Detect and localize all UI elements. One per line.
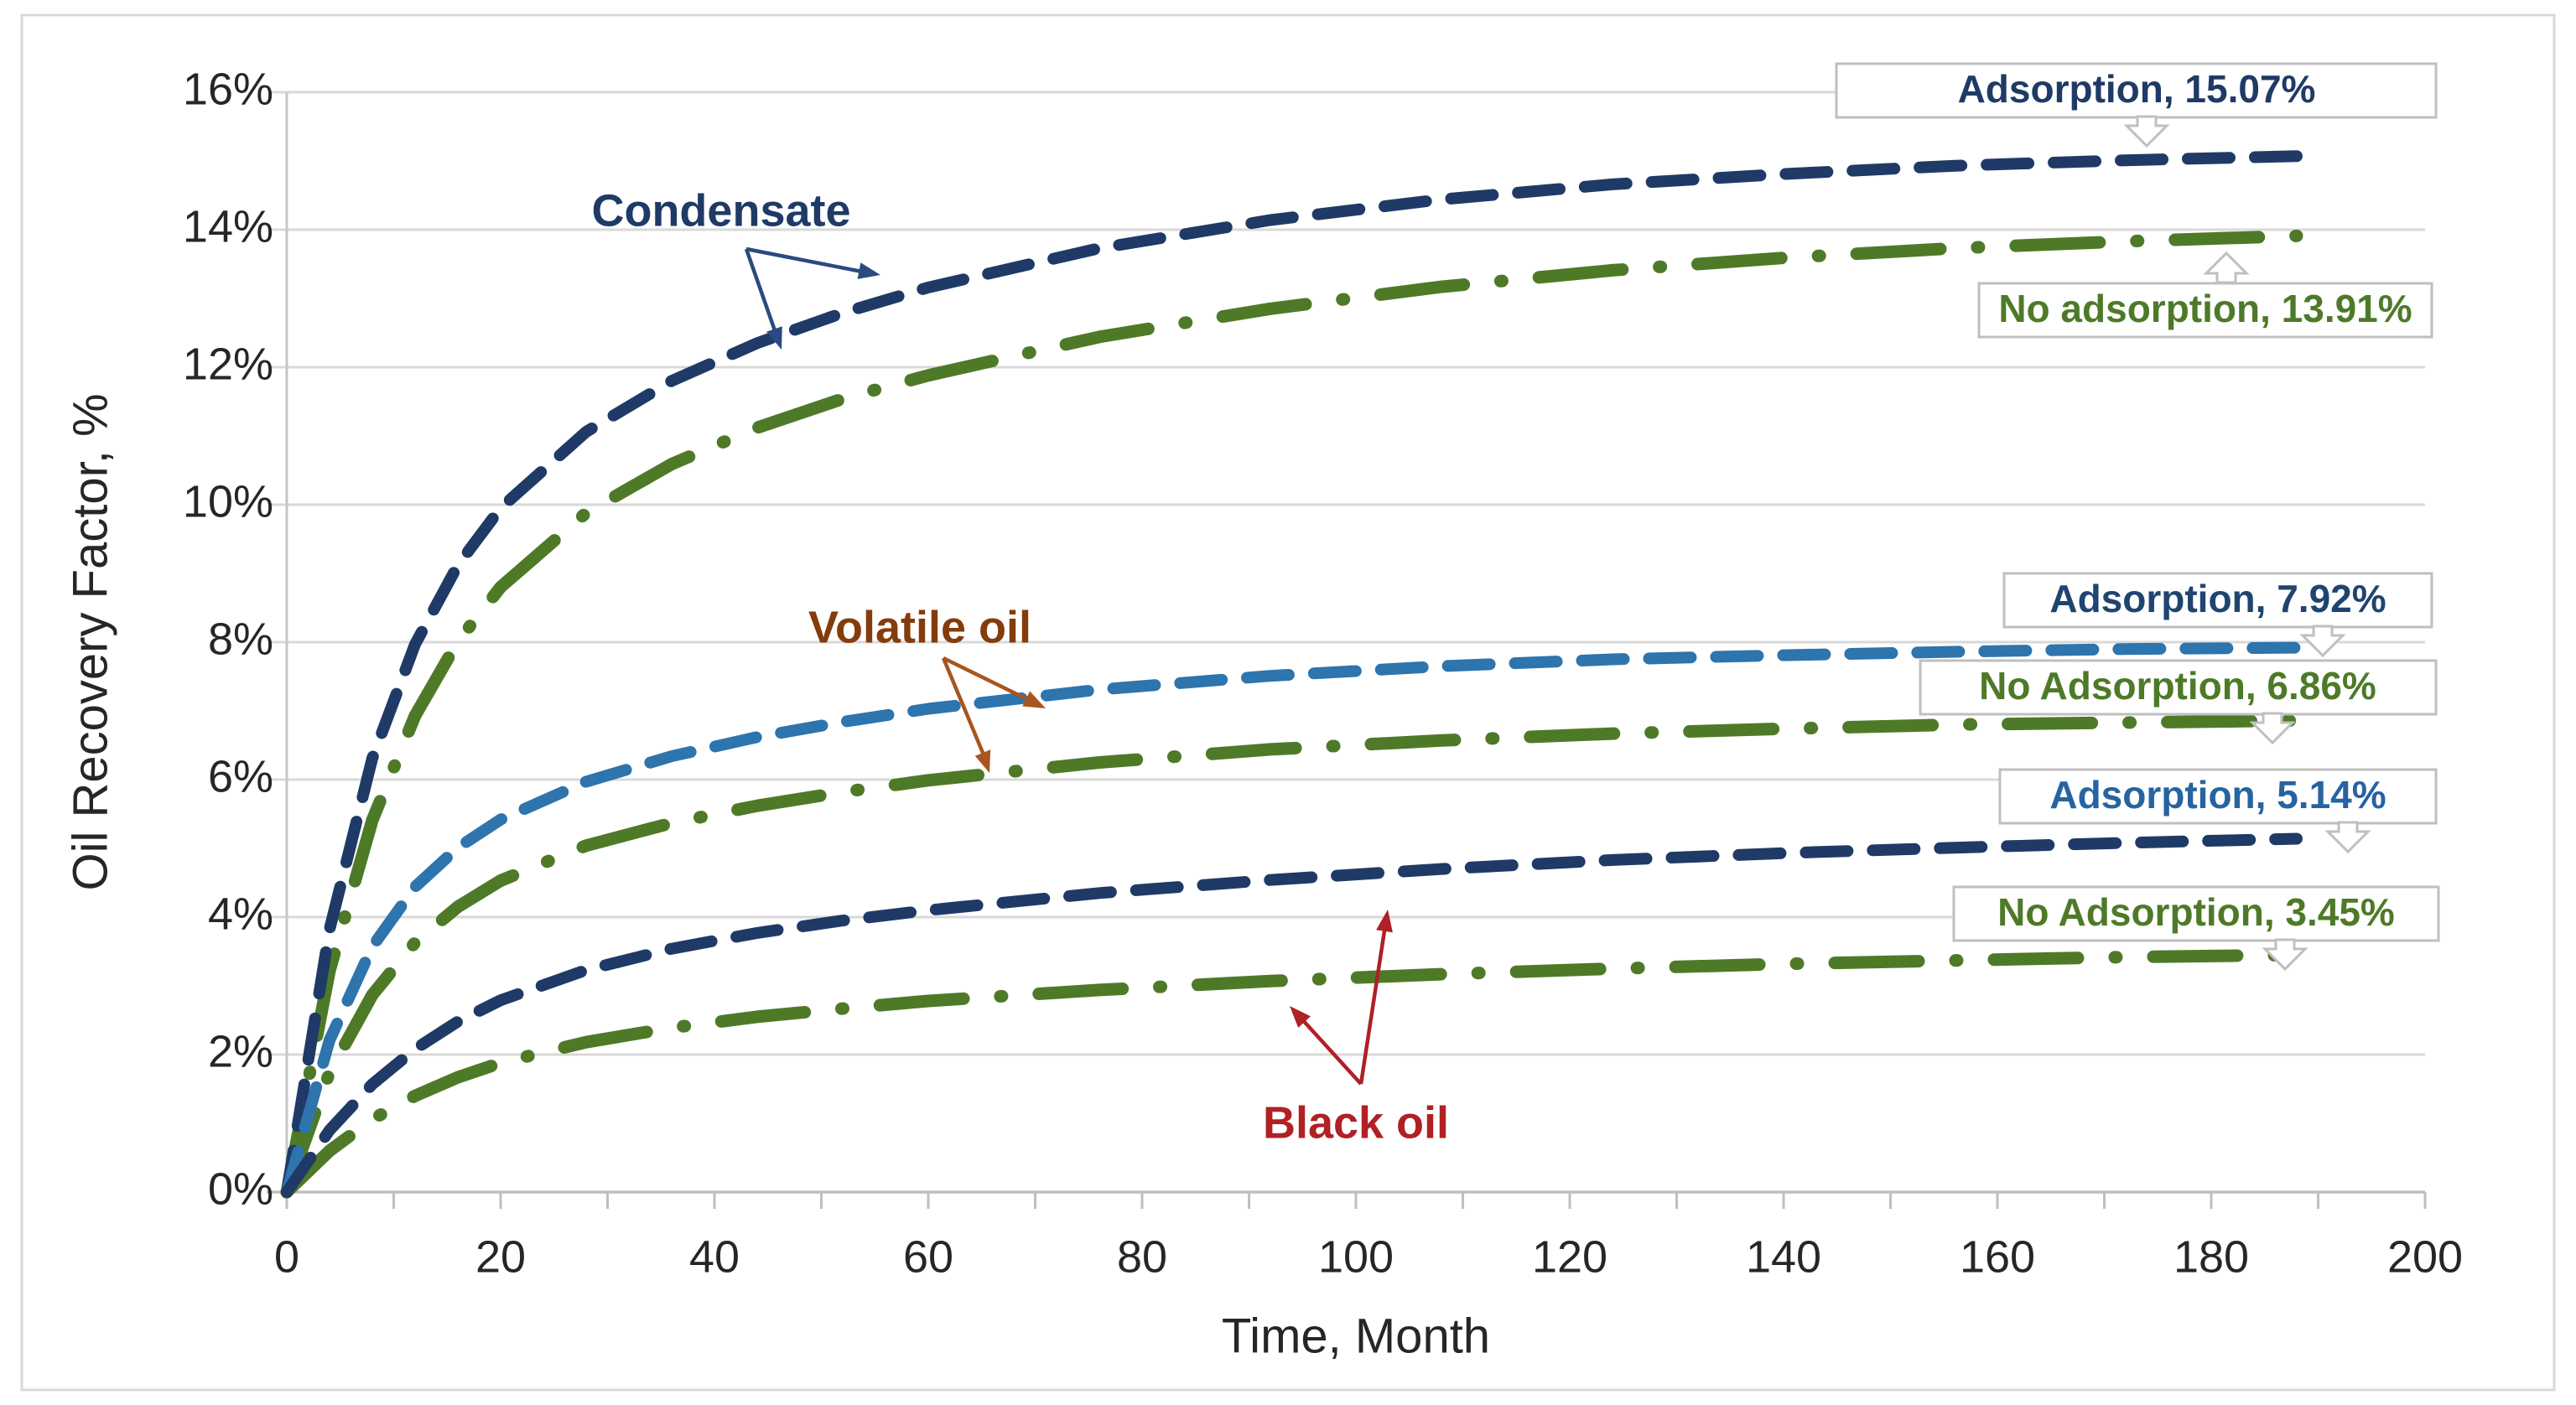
y-tick-label: 4% — [208, 889, 273, 939]
series-curve-volatile-oil-adsorption — [281, 641, 2303, 1198]
x-tick-label: 20 — [475, 1231, 526, 1282]
series-curve-condensate-adsorption — [281, 150, 2303, 1198]
x-tick-label: 140 — [1746, 1231, 1821, 1282]
x-tick-label: 0 — [274, 1231, 299, 1282]
x-tick-label: 180 — [2174, 1231, 2249, 1282]
volatile-arrowhead-right — [1022, 691, 1046, 708]
y-axis-title: Oil Recovery Factor, % — [63, 393, 117, 890]
volatile-arrowhead-down — [974, 749, 991, 773]
callout-black-oil-adsorption: Adsorption, 5.14% — [1998, 768, 2438, 854]
black-oil-arrow-line-up — [1358, 925, 1388, 1085]
series-label-group-condensate: Condensate — [591, 185, 880, 350]
series-curve-black-oil-adsorption — [281, 832, 2303, 1198]
callout-box — [2002, 572, 2433, 629]
series-label-volatile-oil: Volatile oil — [808, 602, 1031, 652]
callout-volatile-no-adsorption: No Adsorption, 6.86% — [1919, 659, 2438, 745]
callout-label: Adsorption, 15.07% — [1958, 67, 2316, 111]
x-tick-label: 120 — [1532, 1231, 1607, 1282]
y-tick-label: 14% — [183, 201, 273, 251]
condensate-arrow-line-down — [744, 248, 779, 336]
series-curve-condensate-no-adsorption — [280, 229, 2303, 1199]
callout-condensate-no-adsorption: No adsorption, 13.91% — [1977, 251, 2433, 339]
callout-label: No Adsorption, 3.45% — [1997, 890, 2395, 934]
series-label-black-oil: Black oil — [1263, 1097, 1449, 1148]
series-label-condensate: Condensate — [591, 185, 850, 236]
x-tick-label: 200 — [2387, 1231, 2463, 1282]
callout-box — [1977, 282, 2433, 339]
series-label-group-black-oil: Black oil — [1263, 910, 1449, 1148]
black-oil-arrowhead-up — [1376, 910, 1393, 933]
callout-box — [1919, 659, 2438, 716]
y-tick-label: 2% — [208, 1026, 273, 1076]
black-oil-arrowhead-upleft — [1290, 1006, 1311, 1028]
callout-label: No Adsorption, 6.86% — [1979, 664, 2376, 708]
callout-pointer-down-icon — [2249, 712, 2296, 745]
x-tick-label: 160 — [1960, 1231, 2035, 1282]
y-tick-label: 16% — [183, 64, 273, 114]
series-label-group-volatile-oil: Volatile oil — [808, 602, 1046, 773]
callout-volatile-adsorption: Adsorption, 7.92% — [2002, 572, 2433, 658]
x-tick-label: 60 — [903, 1231, 953, 1282]
callout-pointer-down-icon — [2299, 625, 2346, 658]
y-tick-label: 12% — [183, 339, 273, 389]
series-curve-volatile-oil-no-adsorption — [280, 714, 2303, 1199]
callout-pointer-up-icon — [2203, 251, 2250, 284]
black-oil-arrow-line-upleft — [1299, 1016, 1363, 1086]
callout-label: No adsorption, 13.91% — [1998, 287, 2412, 330]
x-tick-label: 80 — [1117, 1231, 1167, 1282]
condensate-arrowhead-right — [857, 262, 880, 279]
y-tick-label: 10% — [183, 476, 273, 526]
volatile-arrow-line-right — [943, 656, 1033, 704]
callout-label: Adsorption, 7.92% — [2049, 577, 2386, 620]
series-layer — [280, 150, 2303, 1199]
volatile-arrow-line-down — [941, 657, 988, 760]
y-tick-label: 8% — [208, 614, 273, 664]
y-tick-label: 0% — [208, 1164, 273, 1214]
callout-pointer-down-icon — [2324, 821, 2371, 854]
y-tick-label: 6% — [208, 751, 273, 801]
callout-condensate-adsorption: Adsorption, 15.07% — [1835, 62, 2438, 148]
x-tick-label: 40 — [689, 1231, 740, 1282]
x-tick-label: 100 — [1318, 1231, 1394, 1282]
condensate-arrowhead-down — [766, 326, 782, 350]
callout-pointer-down-icon — [2262, 938, 2309, 972]
callout-box — [1998, 768, 2438, 825]
series-curve-black-oil-no-adsorption — [280, 948, 2303, 1199]
callout-label: Adsorption, 5.14% — [2049, 773, 2386, 817]
x-axis-title: Time, Month — [1222, 1309, 1490, 1363]
condensate-arrow-line-right — [745, 246, 867, 275]
axis-layer: 0% 2% 4% 6% 8% 10% 12% 14% 16% 0 20 40 60 80 100 120 140… — [183, 64, 2463, 1282]
callout-pointer-down-icon — [2123, 115, 2170, 148]
callout-box — [1952, 885, 2440, 942]
callout-black-oil-no-adsorption: No Adsorption, 3.45% — [1952, 885, 2440, 972]
